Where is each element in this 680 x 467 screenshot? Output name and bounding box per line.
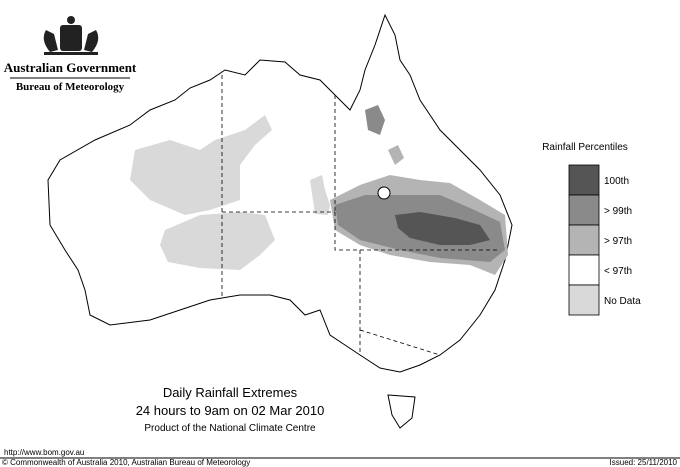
caption-title: Daily Rainfall Extremes bbox=[163, 385, 298, 400]
legend: 100th > 99th > 97th < 97th No Data bbox=[568, 164, 641, 316]
legend-label: < 97th bbox=[604, 266, 632, 277]
caption-product: Product of the National Climate Centre bbox=[144, 423, 316, 434]
legend-swatch bbox=[568, 194, 600, 226]
no-data-regions bbox=[130, 115, 330, 270]
legend-label: > 99th bbox=[604, 206, 632, 217]
legend-title: Rainfall Percentiles bbox=[542, 142, 628, 153]
footer-issued: Issued: 25/11/2010 bbox=[610, 458, 678, 467]
footer-copyright: © Commonwealth of Australia 2010, Austra… bbox=[2, 458, 250, 467]
crest bbox=[43, 16, 99, 55]
legend-swatch bbox=[568, 164, 600, 196]
tasmania bbox=[387, 394, 416, 429]
bureau-name: Bureau of Meteorology bbox=[16, 81, 125, 93]
legend-swatch bbox=[568, 284, 600, 316]
caption-period: 24 hours to 9am on 02 Mar 2010 bbox=[136, 403, 325, 418]
rainfall-regions bbox=[330, 105, 508, 275]
legend-label: > 97th bbox=[604, 236, 632, 247]
footer-url[interactable]: http://www.bom.gov.au bbox=[4, 448, 84, 457]
legend-swatch bbox=[568, 254, 600, 286]
legend-label: No Data bbox=[604, 296, 641, 307]
agency-name: Australian Government bbox=[4, 60, 137, 75]
mainland bbox=[47, 13, 513, 373]
state-borders bbox=[221, 75, 500, 356]
legend-swatch bbox=[568, 224, 600, 256]
legend-label: 100th bbox=[604, 176, 629, 187]
